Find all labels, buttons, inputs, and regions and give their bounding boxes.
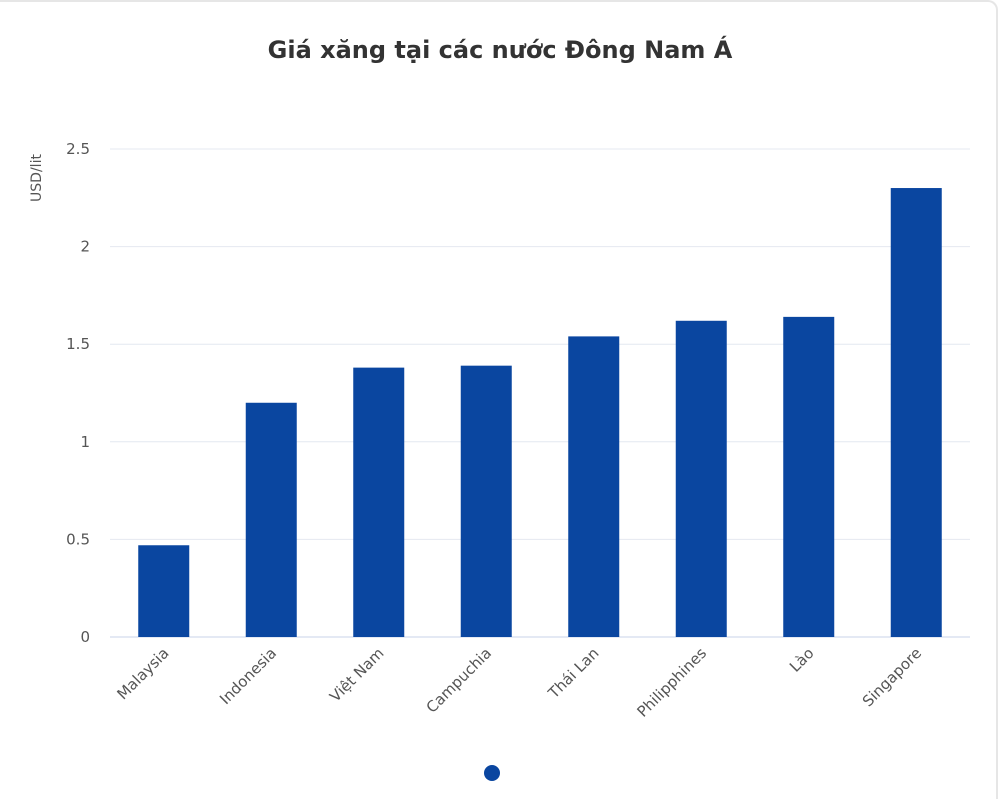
x-tick-label: Việt Nam [326,644,388,706]
x-tick-label: Indonesia [216,644,280,708]
x-tick-label: Campuchia [423,644,495,716]
pagination-dot[interactable] [484,765,500,781]
x-tick-label: Malaysia [114,644,173,703]
bar-2[interactable] [353,367,405,637]
x-tick-label: Singapore [859,644,925,710]
bar-6[interactable] [783,316,835,637]
chart-title: Giá xăng tại các nước Đông Nam Á [267,36,733,64]
bar-0[interactable] [138,545,190,637]
x-tick-label: Thái Lan [544,644,603,703]
y-tick-label: 0 [80,628,90,646]
y-axis-label: USD/lit [29,154,45,202]
x-tick-label: Philipphines [633,644,710,721]
y-axis-ticks: 0 0.5 1 1.5 2 2.5 [66,140,90,646]
bars [138,188,942,638]
x-tick-label: Lào [786,644,818,676]
y-tick-label: 0.5 [66,530,90,548]
bar-7[interactable] [890,188,942,638]
grid-lines [110,148,970,638]
y-tick-label: 2 [80,238,90,256]
bar-3[interactable] [460,365,512,637]
y-tick-label: 1.5 [66,335,90,353]
x-axis-ticks: Malaysia Indonesia Việt Nam Campuchia Thái L… [114,644,926,721]
y-tick-label: 2.5 [66,140,90,158]
bar-4[interactable] [568,336,620,637]
bar-1[interactable] [245,402,297,637]
y-tick-label: 1 [80,433,90,451]
bar-5[interactable] [675,320,727,637]
